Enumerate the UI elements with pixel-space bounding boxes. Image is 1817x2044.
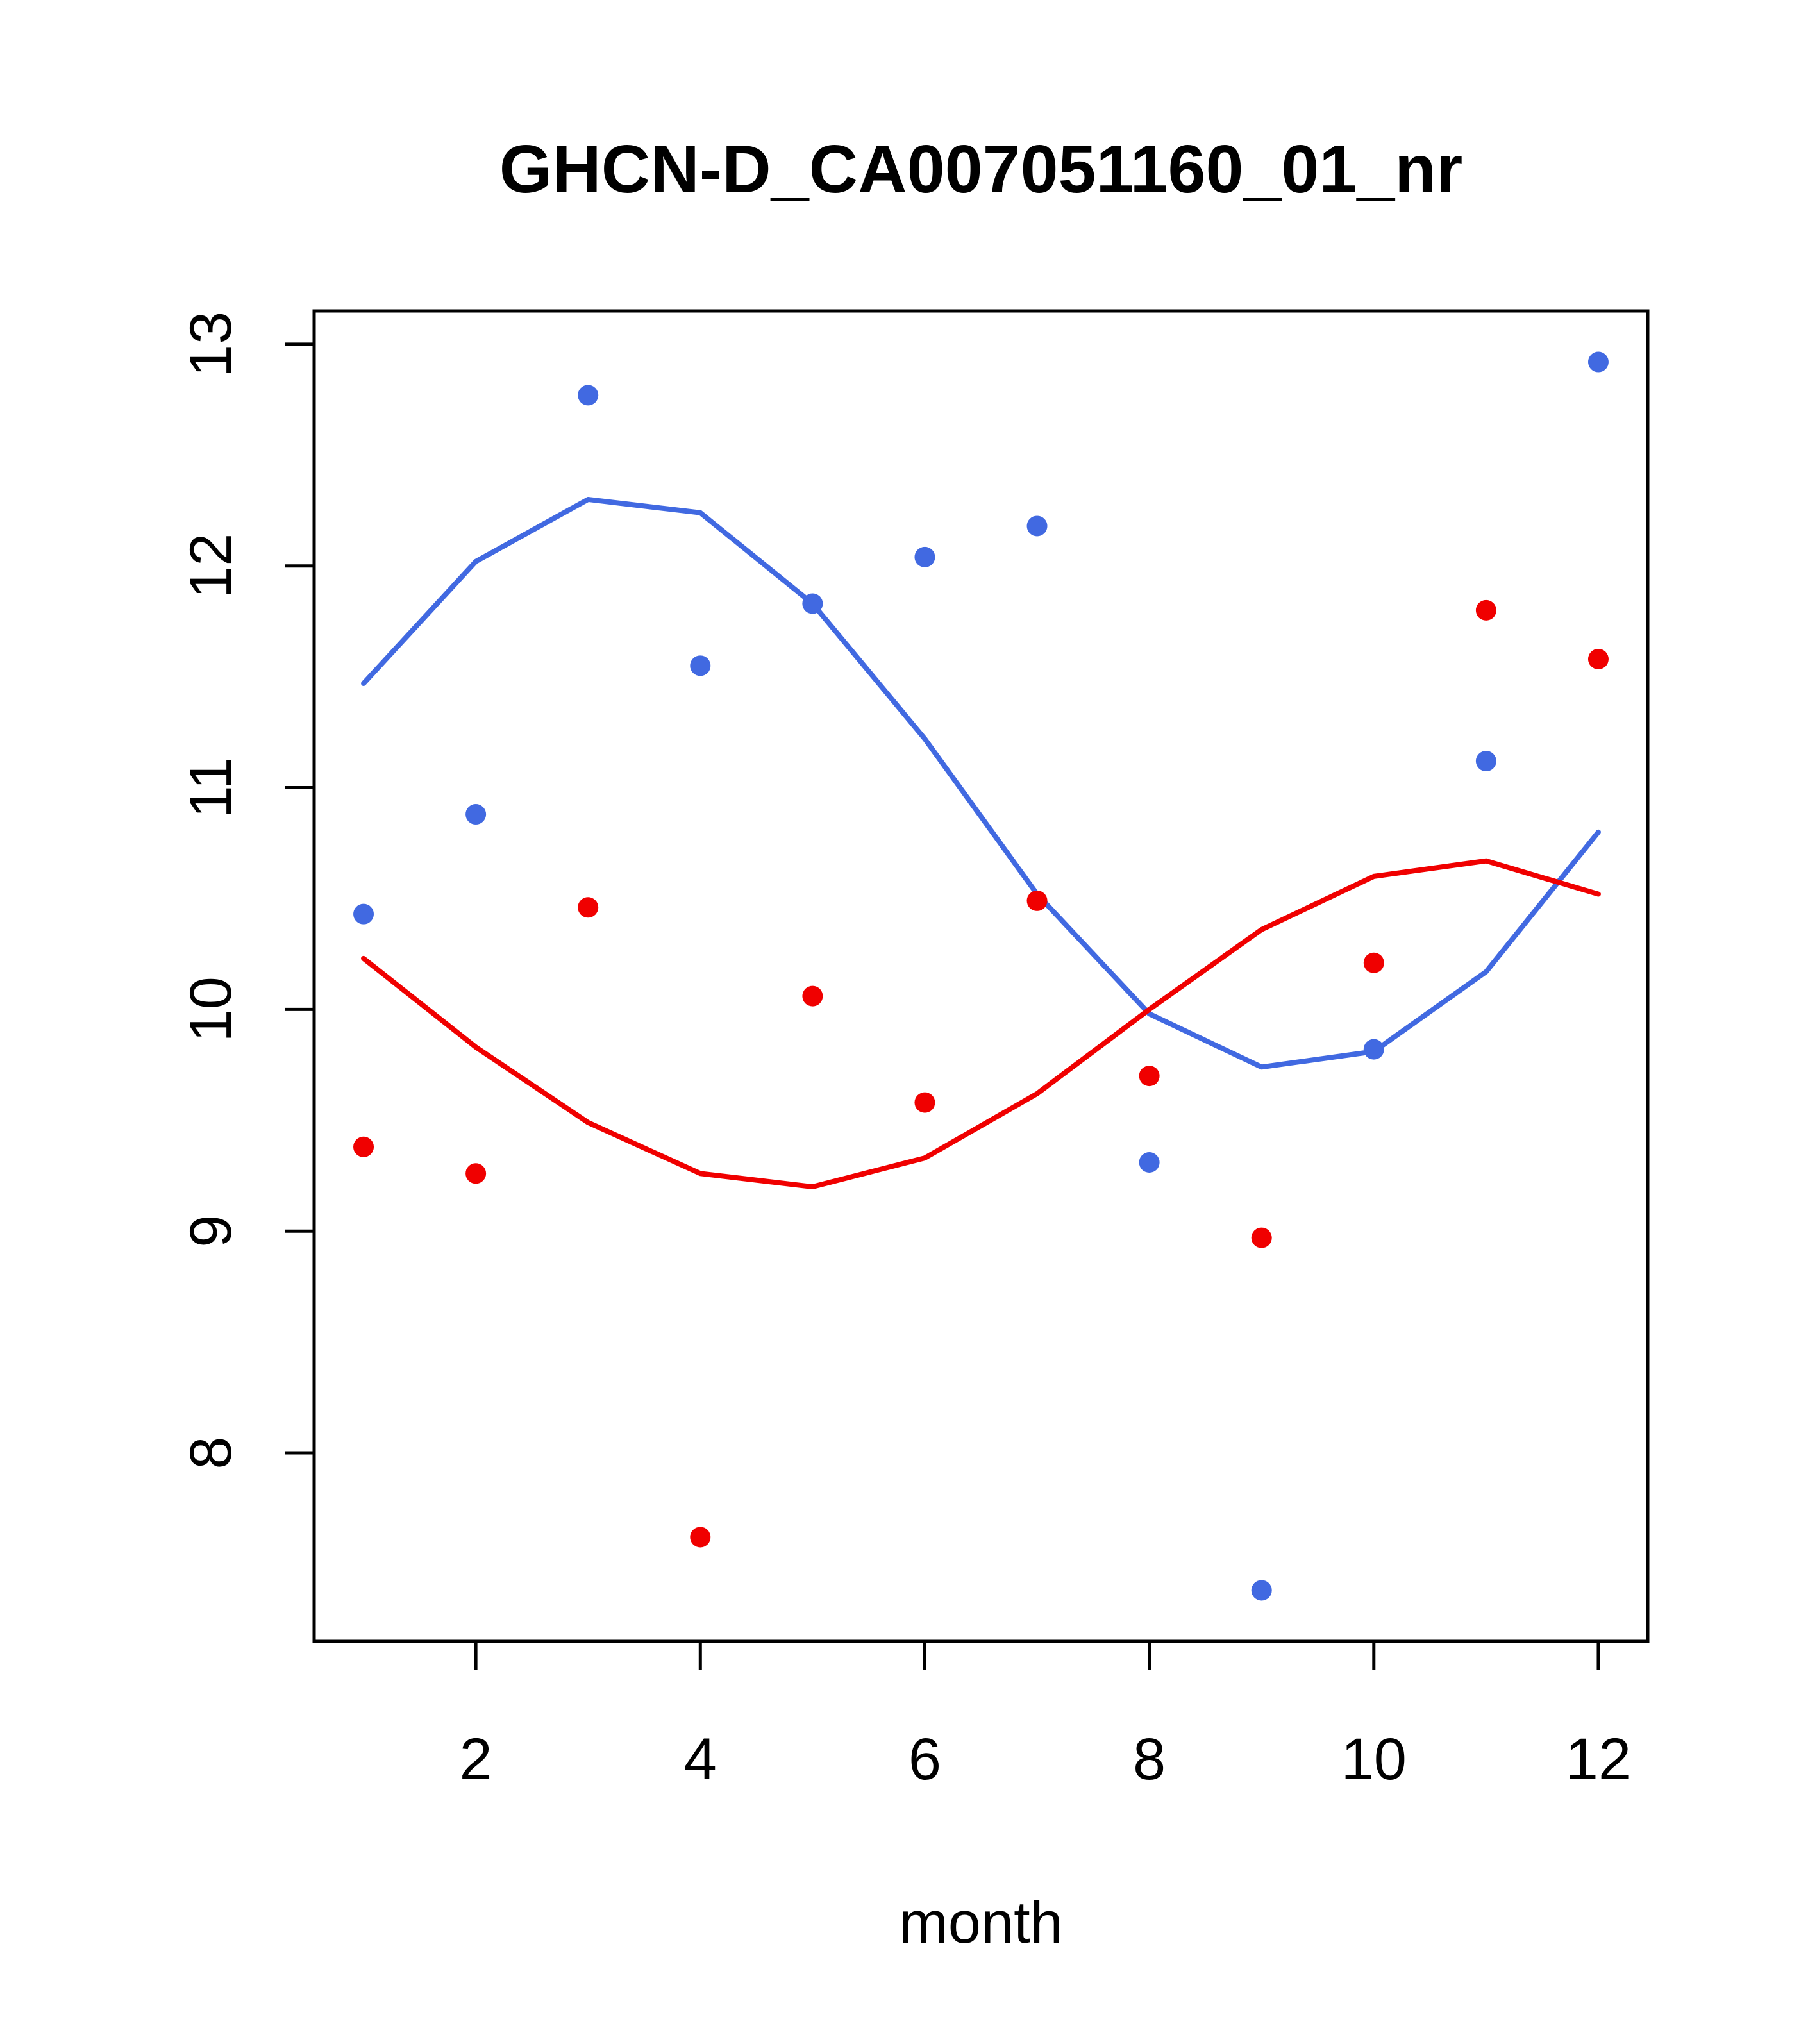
blue-points-marker [1475,751,1496,772]
y-tick-label: 9 [178,1215,244,1248]
x-tick-label: 8 [1133,1727,1166,1792]
x-tick-label: 2 [460,1727,492,1792]
red-points-marker [465,1163,487,1184]
y-axis: 8 9 10 11 12 13 [178,312,314,1470]
red-smooth-line [361,858,1601,1190]
blue-points-marker [353,903,374,925]
series-layer [353,351,1609,1601]
x-axis: 2 4 6 8 10 12 [460,1641,1631,1792]
blue-points-marker [914,546,935,567]
chart-title: GHCN-D_CA007051160_01_nr [499,131,1463,207]
red-points-marker [578,897,599,918]
blue-smooth-line [361,496,1601,1070]
y-tick-label: 12 [178,533,244,599]
red-points-marker [802,985,823,1007]
x-tick-label: 6 [908,1727,941,1792]
x-tick-label: 10 [1341,1727,1407,1792]
plot-frame [312,309,1650,1643]
blue-points-marker [465,804,487,825]
x-tick-label: 12 [1566,1727,1631,1792]
red-points-marker [690,1527,711,1548]
blue-points-marker [802,593,823,614]
blue-points-marker [690,655,711,676]
blue-points-marker [1587,351,1609,373]
y-tick-label: 11 [178,757,244,819]
y-tick-label: 13 [178,312,244,377]
blue-points-marker [578,385,599,406]
blue-points-marker [1251,1580,1272,1601]
red-points-marker [1139,1066,1160,1087]
x-axis-label: month [899,1890,1063,1956]
red-points-marker [1475,599,1496,621]
red-points-marker [1587,648,1609,669]
y-tick-label: 8 [178,1436,244,1469]
red-points-marker [914,1092,935,1113]
red-points-marker [1363,952,1384,973]
blue-points-marker [1026,515,1048,537]
red-points-marker [353,1136,374,1157]
red-points-marker [1026,890,1048,911]
x-tick-label: 4 [684,1727,717,1792]
blue-points-marker [1363,1039,1384,1060]
blue-points-marker [1139,1152,1160,1173]
y-tick-label: 10 [178,976,244,1042]
red-points-marker [1251,1227,1272,1248]
